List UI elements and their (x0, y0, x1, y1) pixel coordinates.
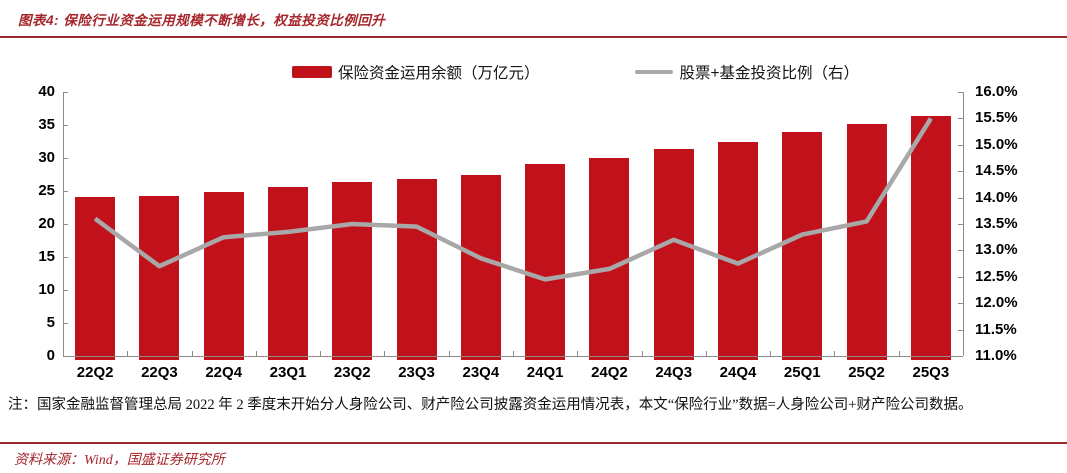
right-axis-tick (958, 224, 963, 225)
right-axis-line (963, 92, 964, 356)
bar-series-swatch (291, 66, 332, 78)
left-axis-tick (63, 224, 68, 225)
line-series-swatch (635, 69, 674, 75)
chart-legend: 保险资金运用余额（万亿元） 股票+基金投资比例（右） (42, 61, 1067, 83)
figure-source: 资料来源：Wind，国盛证券研究所 (14, 453, 225, 468)
x-axis-tick (320, 351, 322, 356)
right-axis-tick (958, 329, 963, 331)
figure-note: 注：国家金融监督管理总局 2022 年 2 季度末开始分人身险公司、财产险公司披… (8, 397, 973, 413)
x-axis-label-22Q3: 22Q3 (141, 364, 178, 381)
x-axis-label-23Q4: 23Q4 (462, 364, 500, 381)
right-axis-tick-label: 14.0% (975, 188, 1018, 206)
x-axis-tick (963, 351, 964, 356)
left-axis-tick-label: 30 (38, 149, 55, 166)
left-axis-tick-label: 35 (38, 116, 55, 133)
x-axis-tick (834, 351, 836, 356)
left-axis-tick-label: 10 (38, 281, 55, 298)
x-axis-label-22Q4: 22Q4 (205, 364, 243, 381)
right-axis-tick (958, 144, 963, 146)
x-axis-label-24Q2: 24Q2 (591, 364, 628, 381)
right-axis-tick-label: 14.5% (975, 162, 1018, 180)
x-axis-label-24Q4: 24Q4 (719, 364, 757, 381)
left-axis-tick (63, 92, 68, 93)
x-axis-tick (705, 351, 707, 356)
left-axis-tick (63, 158, 68, 159)
bar-23Q2 (332, 182, 373, 360)
right-axis-tick (958, 118, 963, 120)
x-axis-tick (127, 351, 129, 356)
left-axis-tick (63, 257, 68, 258)
left-axis-tick-label: 20 (38, 215, 55, 232)
bar-24Q4 (718, 141, 758, 360)
right-axis-tick (958, 276, 963, 278)
legend-label-line-series: 股票+基金投资比例（右） (679, 65, 860, 82)
bar-24Q1 (525, 163, 566, 360)
bar-24Q2 (589, 158, 630, 360)
legend-label-bar-series: 保险资金运用余额（万亿元） (337, 65, 540, 82)
bar-24Q3 (653, 149, 694, 360)
footer-rule (0, 442, 1067, 444)
bar-22Q2 (75, 196, 116, 360)
left-axis-tick-label: 15 (38, 248, 55, 265)
bar-23Q3 (396, 179, 437, 360)
bar-25Q3 (910, 116, 951, 360)
left-axis-tick (63, 191, 68, 192)
right-axis-tick (958, 250, 963, 252)
x-axis-label-25Q2: 25Q2 (848, 364, 885, 381)
legend-item-bar-series: 保险资金运用余额（万亿元） (291, 61, 540, 83)
bar-22Q4 (203, 192, 244, 360)
left-axis-tick-label: 25 (38, 182, 55, 199)
bar-25Q1 (782, 131, 823, 360)
left-axis-tick-label: 5 (46, 314, 55, 331)
right-axis-tick (958, 197, 963, 199)
right-axis-tick-label: 11.5% (975, 320, 1017, 338)
bar-23Q1 (268, 187, 308, 360)
legend-item-line-series: 股票+基金投资比例（右） (635, 61, 859, 83)
right-axis-tick-label: 16.0% (975, 83, 1018, 100)
right-axis-tick-label: 13.5% (975, 215, 1018, 232)
x-axis-tick (448, 351, 450, 356)
bar-23Q4 (460, 174, 501, 360)
right-axis-tick-label: 12.5% (975, 267, 1018, 285)
left-axis-tick (63, 125, 68, 126)
x-axis-tick (770, 351, 772, 356)
x-axis-tick (63, 351, 64, 356)
right-axis-tick (958, 92, 963, 93)
figure-title: 图表4: 保险行业资金运用规模不断增长，权益投资比例回升 (18, 13, 386, 28)
right-axis-tick (958, 303, 963, 305)
x-axis-label-25Q3: 25Q3 (912, 364, 950, 381)
x-axis-tick (513, 351, 514, 356)
x-axis-tick (641, 351, 643, 356)
x-axis-tick (577, 351, 579, 356)
left-axis-tick (63, 290, 68, 291)
header-rule (0, 36, 1067, 38)
left-axis-tick-label: 0 (46, 347, 55, 364)
x-axis-label-23Q2: 23Q2 (333, 364, 371, 381)
bar-22Q3 (139, 195, 180, 360)
x-axis-label-24Q1: 24Q1 (526, 364, 564, 381)
right-axis-tick-label: 15.5% (975, 109, 1018, 127)
x-axis-tick (898, 351, 900, 356)
left-axis-tick-label: 40 (38, 83, 55, 100)
x-axis-label-25Q1: 25Q1 (783, 364, 821, 381)
left-axis-tick (63, 323, 68, 324)
x-axis-tick (255, 351, 257, 356)
x-axis-tick (191, 351, 193, 356)
right-axis-tick-label: 11.0% (975, 347, 1017, 364)
x-axis-label-23Q3: 23Q3 (398, 364, 435, 381)
right-axis-tick-label: 13.0% (975, 241, 1018, 259)
x-axis-tick (384, 351, 386, 356)
x-axis-line (63, 356, 963, 357)
x-axis-label-23Q1: 23Q1 (269, 364, 307, 381)
right-axis-tick-label: 12.0% (975, 294, 1018, 312)
x-axis-label-24Q3: 24Q3 (655, 364, 693, 381)
right-axis-tick-label: 15.0% (975, 135, 1018, 153)
right-axis-tick (958, 171, 963, 173)
x-axis-label-22Q2: 22Q2 (76, 364, 114, 381)
bar-25Q2 (846, 123, 887, 360)
